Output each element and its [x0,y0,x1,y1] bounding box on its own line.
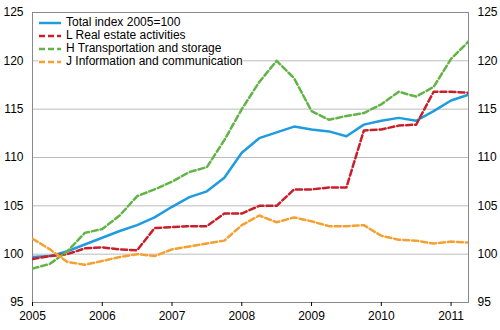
svg-text:125: 125 [3,5,23,19]
svg-text:95: 95 [10,295,24,309]
svg-text:2011: 2011 [438,309,464,323]
svg-text:100: 100 [478,247,498,261]
svg-text:2007: 2007 [159,309,186,323]
svg-text:105: 105 [3,199,23,213]
svg-text:2005: 2005 [19,309,46,323]
svg-text:105: 105 [478,199,498,213]
svg-text:115: 115 [478,102,497,116]
svg-text:125: 125 [478,5,498,19]
svg-text:2010: 2010 [368,309,395,323]
svg-text:2008: 2008 [228,309,255,323]
svg-text:110: 110 [478,150,497,164]
html-text:L Real estate activities: L Real estate activities [66,28,186,42]
svg-text:115: 115 [4,102,23,116]
html-text:H Transportation and storage: H Transportation and storage [66,41,222,55]
svg-text:95: 95 [478,295,492,309]
html-text:Total index 2005=100: Total index 2005=100 [66,15,181,29]
svg-text:100: 100 [3,247,23,261]
svg-text:2006: 2006 [89,309,116,323]
svg-text:120: 120 [3,54,23,68]
svg-text:110: 110 [4,150,23,164]
svg-text:2009: 2009 [298,309,325,323]
html-text:J Information and communicatio: J Information and communication [66,54,243,68]
svg-text:120: 120 [478,54,498,68]
